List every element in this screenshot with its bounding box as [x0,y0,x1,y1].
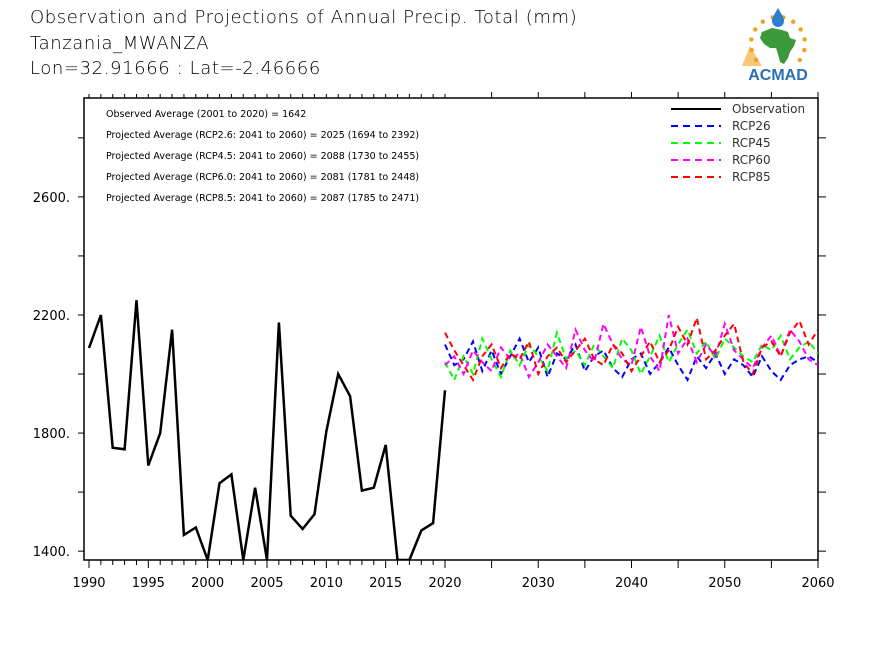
acmad-logo: ACMAD [742,8,808,84]
x-tick-label: 1990 [72,576,105,591]
x-tick-label: 2005 [250,576,283,591]
axis-ticks [78,92,826,568]
legend-label: RCP85 [732,170,771,184]
series-layer [87,300,818,560]
water-drop-icon [772,8,784,27]
series-line-rcp26 [444,336,818,383]
stat-line: Projected Average (RCP2.6: 2041 to 2060)… [106,130,419,141]
series-line-rcp60 [444,314,818,380]
y-tick-label: 2200. [33,309,70,324]
x-tick-label: 1995 [132,576,165,591]
legend-label: Observation [732,102,805,116]
sun-ray [791,19,796,24]
x-tick-label: 2060 [801,576,834,591]
y-tick-label: 1800. [33,427,70,442]
x-tick-label: 2015 [369,576,402,591]
logo-text: ACMAD [748,67,808,84]
x-tick-label: 2020 [428,576,461,591]
africa-map-icon [760,28,796,64]
chart-title: Observation and Projections of Annual Pr… [30,7,578,28]
y-tick-label: 2600. [33,191,70,206]
sun-ray [760,19,765,24]
y-axis-labels: 1400. 1800. 2200. 2600. [33,191,70,560]
stat-line: Observed Average (2001 to 2020) = 1642 [106,109,306,120]
sun-ray [797,57,802,63]
x-tick-label: 2000 [191,576,224,591]
stat-line: Projected Average (RCP4.5: 2041 to 2060)… [106,151,419,162]
legend: Observation RCP26 RCP45 RCP60 RCP85 [671,102,805,184]
hatch-rays-icon [742,46,762,66]
stat-line: Projected Average (RCP6.0: 2041 to 2060)… [106,172,419,183]
x-tick-label: 2040 [615,576,648,591]
y-tick-label: 1400. [33,545,70,560]
station-coordinates: Lon=32.91666 : Lat=-2.46666 [30,58,321,79]
series-line-rcp85 [444,314,818,383]
sun-ray [798,27,803,32]
x-tick-label: 2010 [310,576,343,591]
sun-ray [802,37,807,42]
stats-annotations: Observed Average (2001 to 2020) = 1642 Pr… [106,109,419,204]
x-tick-label: 2030 [522,576,555,591]
legend-label: RCP26 [732,119,771,133]
series-line-observation [87,300,447,560]
legend-label: RCP45 [732,136,771,150]
legend-label: RCP60 [732,153,771,167]
x-tick-label: 2050 [708,576,741,591]
sun-ray [802,47,807,53]
x-axis-labels: 1990 1995 2000 2005 2010 2015 2020 2030 2040 2050… [72,576,834,591]
sun-ray [753,27,758,32]
station-name: Tanzania_MWANZA [30,33,210,54]
stat-line: Projected Average (RCP8.5: 2041 to 2060)… [106,193,419,204]
sun-ray [749,37,754,42]
plot-frame [83,97,819,561]
